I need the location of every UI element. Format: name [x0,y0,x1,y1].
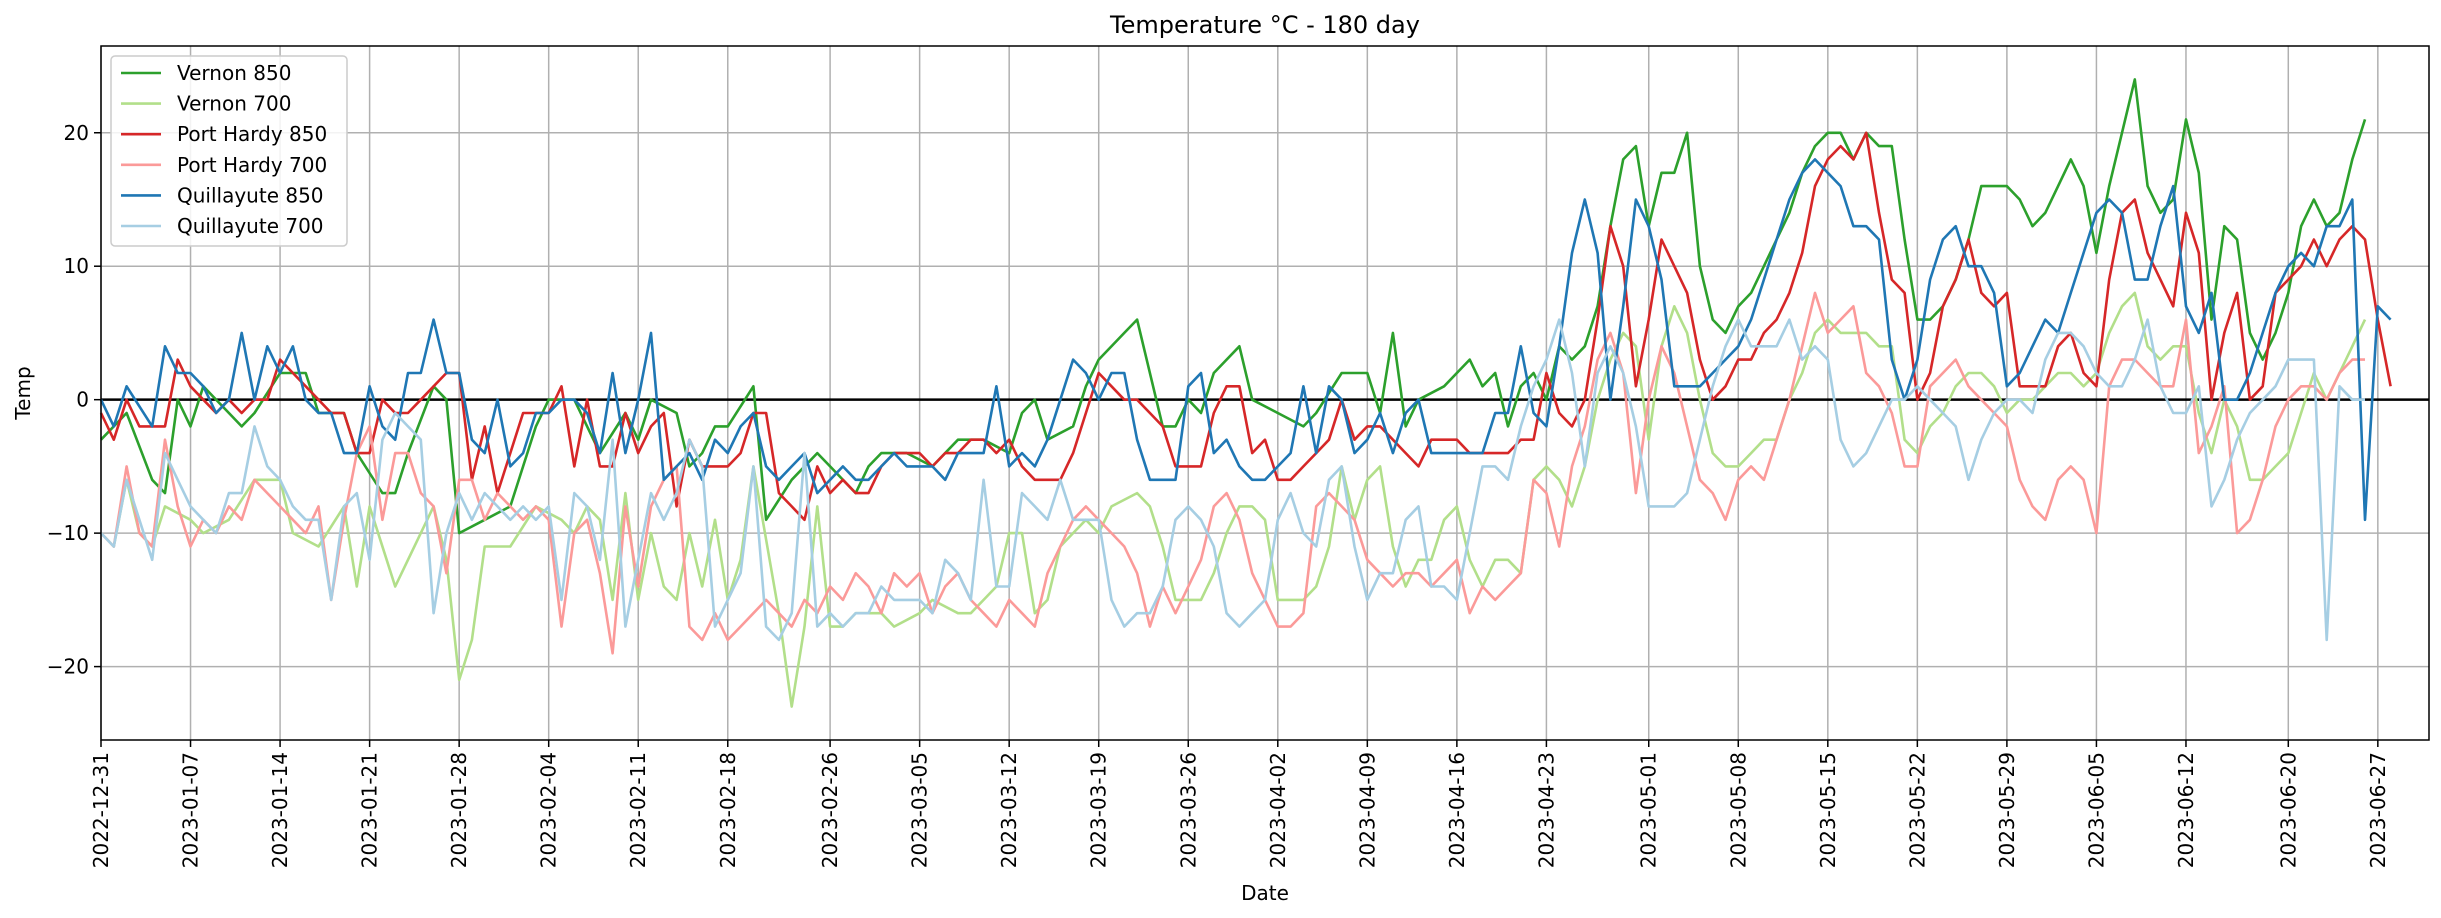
x-tick-label: 2023-04-09 [1355,752,1379,868]
legend-label: Port Hardy 700 [177,153,327,177]
x-ticks: 2022-12-31 2023-01-07 2023-01-14 2023-01-21… [89,740,2390,868]
series-line-port-hardy-700 [100,291,2365,655]
y-tick-label: 10 [64,254,89,278]
legend-label: Vernon 850 [177,61,291,85]
chart-title: Temperature °C - 180 day [1109,11,1420,39]
legend-label: Vernon 700 [177,92,291,116]
legend: Vernon 850 Vernon 700 Port Hardy 850 Port H… [110,55,348,247]
x-tick-label: 2023-04-02 [1266,752,1290,868]
x-tick-label: 2023-01-21 [358,752,382,868]
x-tick-label: 2023-01-14 [268,752,292,868]
y-axis-title: Temp [11,366,35,420]
x-tick-label: 2023-05-15 [1816,752,1840,868]
plot-frame [100,45,2430,741]
x-tick-label: 2023-03-19 [1087,752,1111,868]
x-axis-title: Date [1241,881,1289,905]
x-tick-label: 2023-05-29 [1995,752,2019,868]
y-tick-label: 20 [64,121,89,145]
series-line-vernon-850 [100,78,2367,535]
grid [100,46,2429,740]
x-tick-label: 2023-03-12 [997,752,1021,868]
x-tick-label: 2023-02-11 [626,752,650,868]
x-tick-label: 2023-04-16 [1445,752,1469,868]
x-tick-label: 2023-06-20 [2276,752,2300,868]
x-tick-label: 2023-02-04 [537,752,561,868]
x-tick-label: 2022-12-31 [89,752,113,868]
x-tick-label: 2023-04-23 [1534,752,1558,868]
x-tick-label: 2023-01-28 [447,752,471,868]
x-tick-label: 2023-01-07 [179,752,203,868]
x-tick-label: 2023-05-22 [1905,752,1929,868]
x-tick-label: 2023-06-05 [2084,752,2108,868]
series-line-quillayute-700 [100,318,2365,642]
series-lines [99,78,2392,708]
x-tick-label: 2023-03-26 [1176,752,1200,868]
x-tick-label: 2023-02-18 [716,752,740,868]
y-tick-label: −20 [47,655,89,679]
legend-box [110,55,348,247]
x-tick-label: 2023-03-05 [908,752,932,868]
legend-label: Quillayute 700 [177,214,324,238]
y-tick-label: −10 [47,521,89,545]
series-line-quillayute-850 [99,158,2392,522]
x-tick-label: 2023-06-12 [2174,752,2198,868]
series-line-vernon-700 [100,291,2367,708]
x-tick-label: 2023-02-26 [818,752,842,868]
y-tick-label: 0 [76,388,89,412]
x-tick-label: 2023-05-01 [1637,752,1661,868]
y-ticks: −20 −10 0 10 20 [47,121,101,679]
legend-label: Quillayute 850 [177,183,324,207]
x-tick-label: 2023-05-08 [1726,752,1750,868]
x-tick-label: 2023-06-27 [2366,752,2390,868]
legend-label: Port Hardy 850 [177,122,327,146]
series-line-port-hardy-850 [99,131,2392,522]
